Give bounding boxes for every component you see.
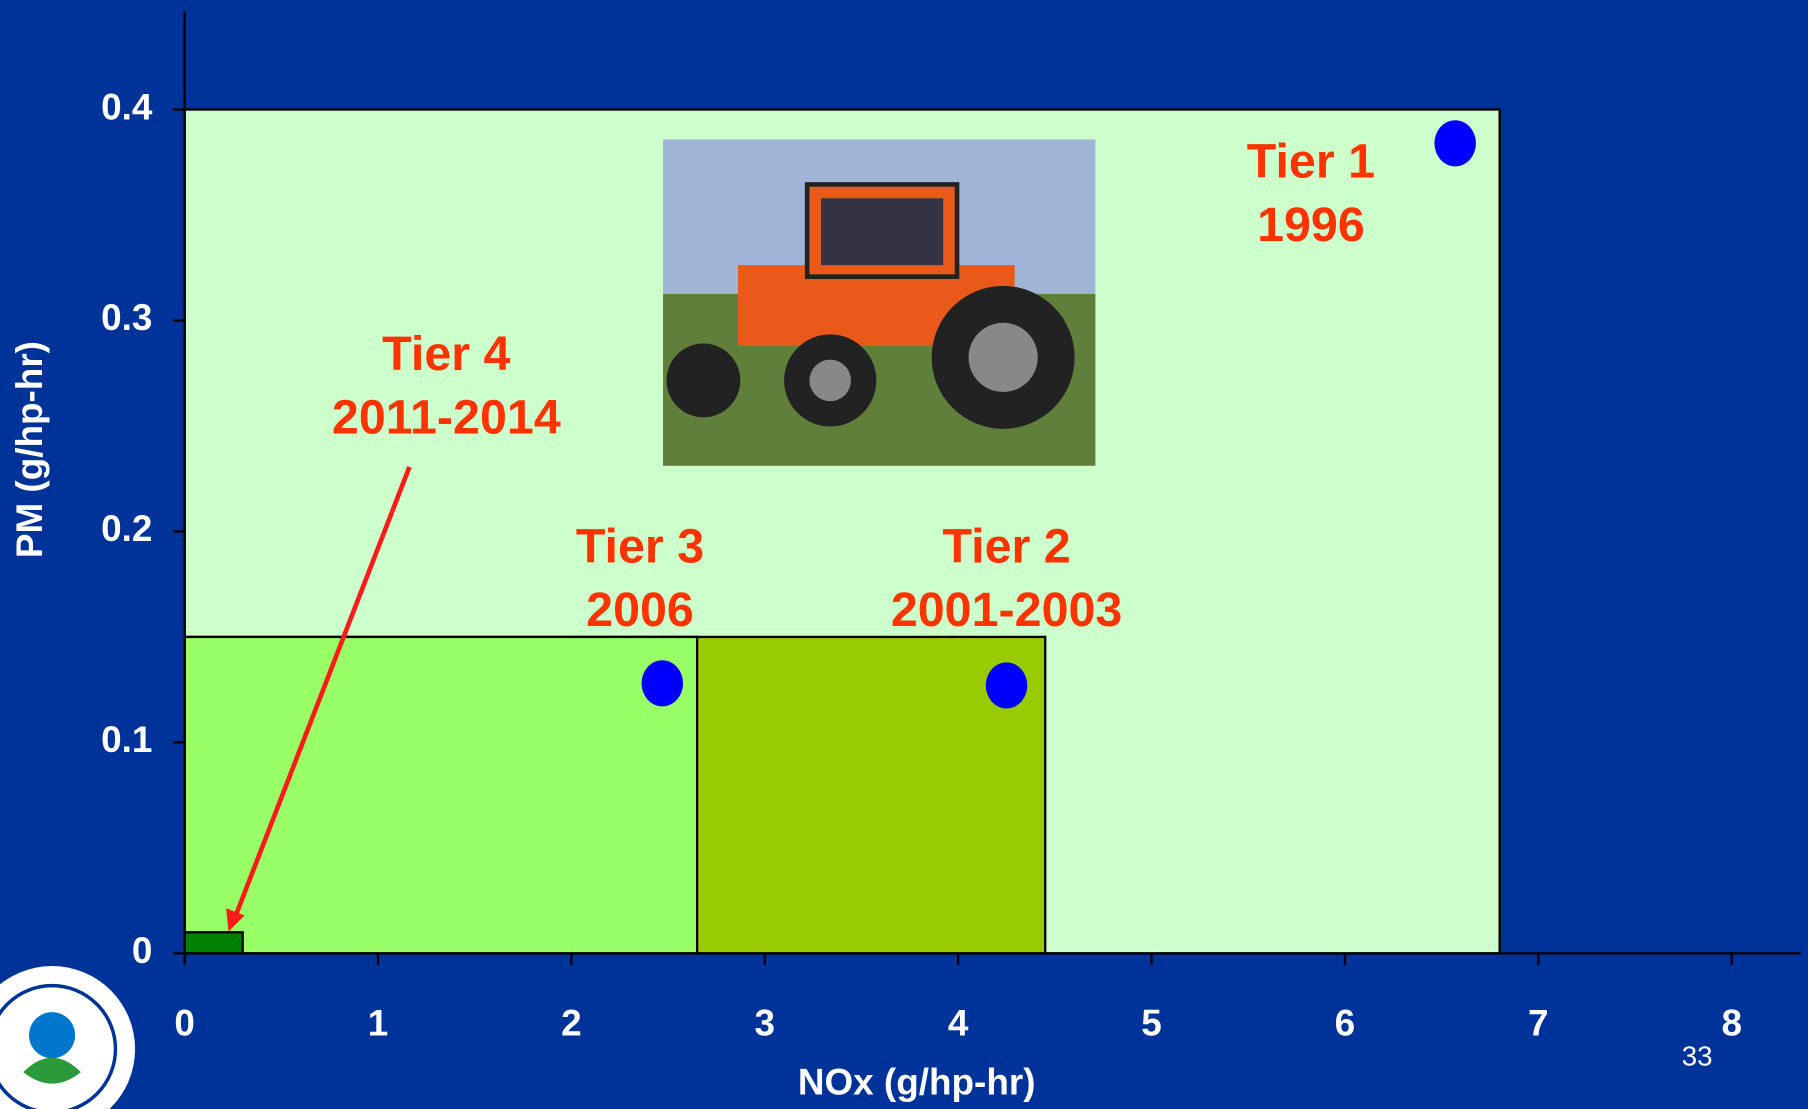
tractor-photo xyxy=(663,139,1095,465)
x-tick-label: 6 xyxy=(1335,1003,1356,1044)
region-name: Tier 3 xyxy=(576,520,704,574)
page: {"chart_data": { "type": "scatter", "x_l… xyxy=(0,0,1808,1109)
region-years: 1996 xyxy=(1257,198,1365,252)
x-tick-label: 8 xyxy=(1721,1003,1742,1044)
x-tick-label: 0 xyxy=(174,1003,195,1044)
y-tick-label: 0.3 xyxy=(101,297,152,338)
page-number: 33 xyxy=(1682,1041,1713,1072)
region-name: Tier 4 xyxy=(382,327,510,381)
y-tick-label: 0.2 xyxy=(101,508,152,549)
x-tick-label: 2 xyxy=(561,1003,582,1044)
point xyxy=(986,662,1028,708)
y-tick-label: 0 xyxy=(132,930,153,971)
chart: NOx (g/hp-hr) PM (g/hp-hr) 33 0 0.1 0.2 0.3… xyxy=(0,0,1808,1109)
x-tick-label: 3 xyxy=(755,1003,776,1044)
x-axis-title: NOx (g/hp-hr) xyxy=(798,1062,1036,1103)
region-years: 2011-2014 xyxy=(332,391,561,445)
region-name: Tier 1 xyxy=(1247,135,1375,189)
x-tick-label: 5 xyxy=(1141,1003,1162,1044)
y-tick-label: 0.1 xyxy=(101,719,152,760)
tier-region xyxy=(185,637,697,953)
region-name: Tier 2 xyxy=(942,520,1070,574)
tier-region xyxy=(185,932,243,953)
x-tick-label: 7 xyxy=(1528,1003,1549,1044)
y-tick-label: 0.4 xyxy=(101,86,153,127)
point xyxy=(1434,120,1476,166)
x-tick-label: 1 xyxy=(368,1003,389,1044)
region-years: 2001-2003 xyxy=(891,583,1122,637)
y-axis-title: PM (g/hp-hr) xyxy=(9,341,50,558)
point xyxy=(642,660,684,706)
x-tick-label: 4 xyxy=(948,1003,969,1044)
region-years: 2006 xyxy=(586,583,694,637)
